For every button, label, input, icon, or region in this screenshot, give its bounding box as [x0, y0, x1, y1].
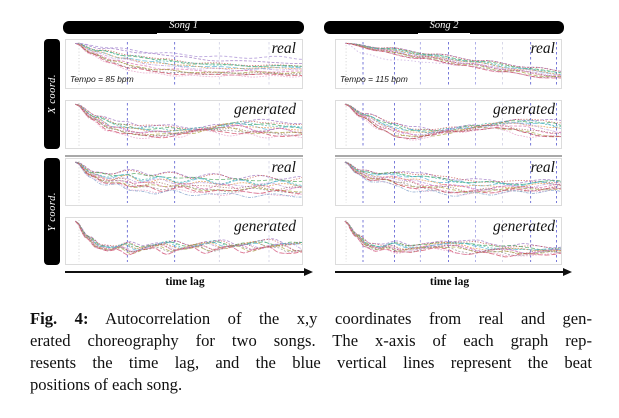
song1-header-bar: Song 1 — [63, 21, 304, 34]
real-label: real — [271, 159, 296, 176]
group-separator-line — [335, 155, 562, 157]
generated-label: generated — [234, 101, 296, 118]
caption-line-1: Fig. 4: Autocorrelation of the x,y coord… — [30, 308, 592, 330]
group-separator-line — [65, 155, 303, 157]
caption-text-1: Autocorrelation of the x,y coordinates f… — [105, 309, 592, 328]
generated-label: generated — [234, 218, 296, 235]
autocorrelation-plot — [344, 42, 561, 86]
real-label: real — [530, 40, 555, 57]
caption-line-4: positions of each song. — [30, 374, 183, 394]
song1-title: Song 1 — [157, 21, 210, 34]
caption-line-2: erated choreography for two songs. The x… — [30, 330, 592, 350]
y-coord-group-label: Y coord. — [46, 191, 58, 232]
tempo-label-song1: Tempo = 85 bpm — [70, 74, 134, 84]
caption-tag: Fig. 4: — [30, 309, 89, 328]
autocorrelation-plot — [75, 161, 302, 203]
panel-song1-x-generated: generated — [65, 100, 303, 149]
tempo-label-song2: Tempo = 115 bpm — [340, 74, 408, 84]
panel-song2-x-generated: generated — [335, 100, 562, 149]
autocorrelation-plot — [344, 161, 561, 203]
x-coord-group-label: X coord. — [46, 74, 58, 114]
autocorrelation-plot — [75, 42, 302, 86]
autocorrelation-plot — [75, 103, 302, 146]
real-label: real — [530, 159, 555, 176]
x-coord-group-bar: X coord. — [44, 39, 60, 149]
song2-title: Song 2 — [417, 21, 471, 34]
time-lag-axis-label-song2: time lag — [429, 276, 470, 288]
real-label: real — [271, 40, 296, 57]
autocorrelation-plot — [75, 220, 302, 262]
panel-song2-y-generated: generated — [335, 217, 562, 265]
panel-song1-y-real: real — [65, 158, 303, 206]
generated-label: generated — [493, 218, 555, 235]
caption-line-3: resents the time lag, and the blue verti… — [30, 352, 592, 372]
panel-song2-x-real: real Tempo = 115 bpm — [335, 39, 562, 89]
autocorrelation-plot — [344, 103, 561, 146]
generated-label: generated — [493, 101, 555, 118]
time-lag-axis-arrow-song2 — [335, 267, 572, 276]
y-coord-group-bar: Y coord. — [44, 158, 60, 265]
time-lag-axis-arrow-song1 — [65, 267, 313, 276]
autocorrelation-plot — [344, 220, 561, 262]
figure-caption: Fig. 4: Autocorrelation of the x,y coord… — [30, 308, 592, 396]
time-lag-axis-label-song1: time lag — [165, 276, 205, 288]
panel-song2-y-real: real — [335, 158, 562, 206]
panel-song1-x-real: real Tempo = 85 bpm — [65, 39, 303, 89]
panel-song1-y-generated: generated — [65, 217, 303, 265]
song2-header-bar: Song 2 — [324, 21, 564, 34]
